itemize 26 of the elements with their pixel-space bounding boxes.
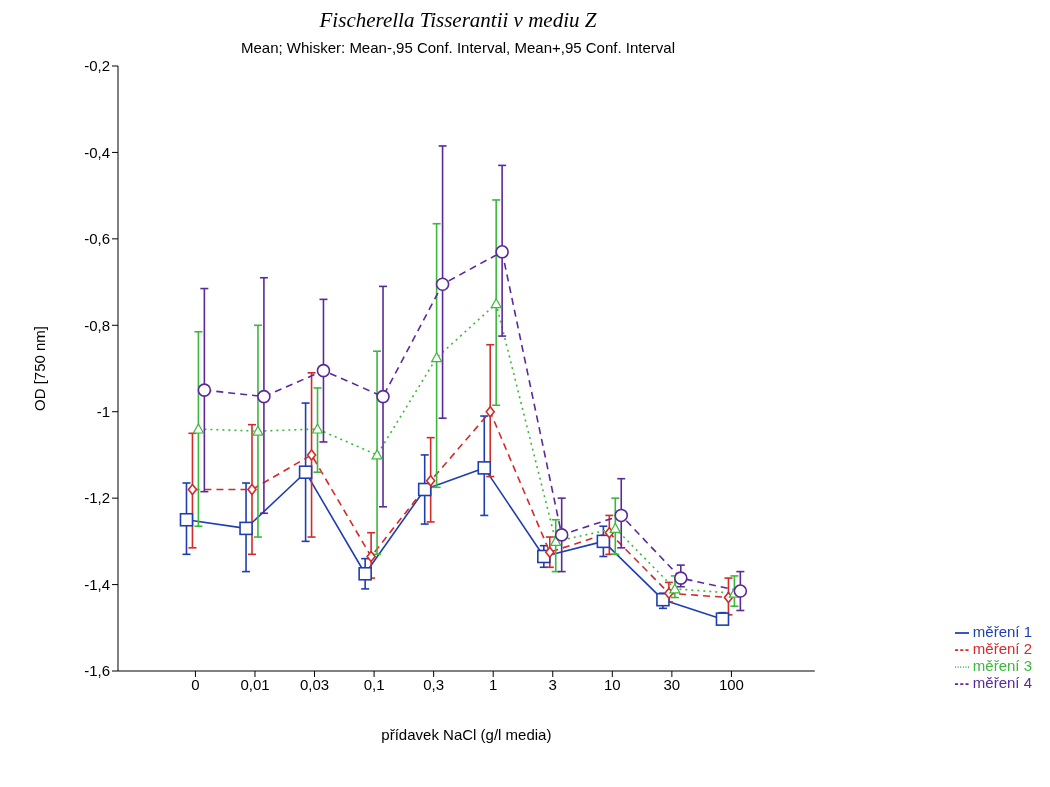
y-tick-label: -1,4 [84,575,110,593]
x-tick-label: 0,3 [423,675,445,693]
y-tick-label: -1,6 [84,662,110,680]
legend-label: měření 3 [972,656,1032,674]
chart-subtitle: Mean; Whisker: Mean-,95 Conf. Interval, Mean+,95 Conf. Interval [240,39,676,56]
legend-label: měření 1 [972,622,1032,640]
y-axis-title: OD [750 nm] [31,325,49,412]
y-tick-label: -0,2 [84,57,110,75]
y-tick-label: -0,8 [84,316,110,334]
y-tick-label: -0,4 [84,143,110,161]
y-tick-label: -1,2 [84,489,110,507]
chart-title: Fischerella Tisserantii v mediu Z [318,8,598,33]
legend-label: měření 2 [972,639,1032,657]
x-tick-label: 30 [663,675,681,693]
x-tick-label: 10 [603,675,621,693]
y-tick-label: -1 [96,403,110,421]
x-axis-title: přídavek NaCl (g/l media) [381,725,552,743]
legend-label: měření 4 [972,673,1032,691]
x-tick-label: 0,01 [240,675,270,693]
x-tick-label: 100 [718,675,744,693]
y-tick-label: -0,6 [84,230,110,248]
x-tick-label: 3 [548,675,557,693]
x-tick-label: 1 [489,675,498,693]
x-tick-label: 0,03 [299,675,330,693]
x-tick-label: 0 [191,675,200,693]
x-tick-label: 0,1 [363,675,385,693]
